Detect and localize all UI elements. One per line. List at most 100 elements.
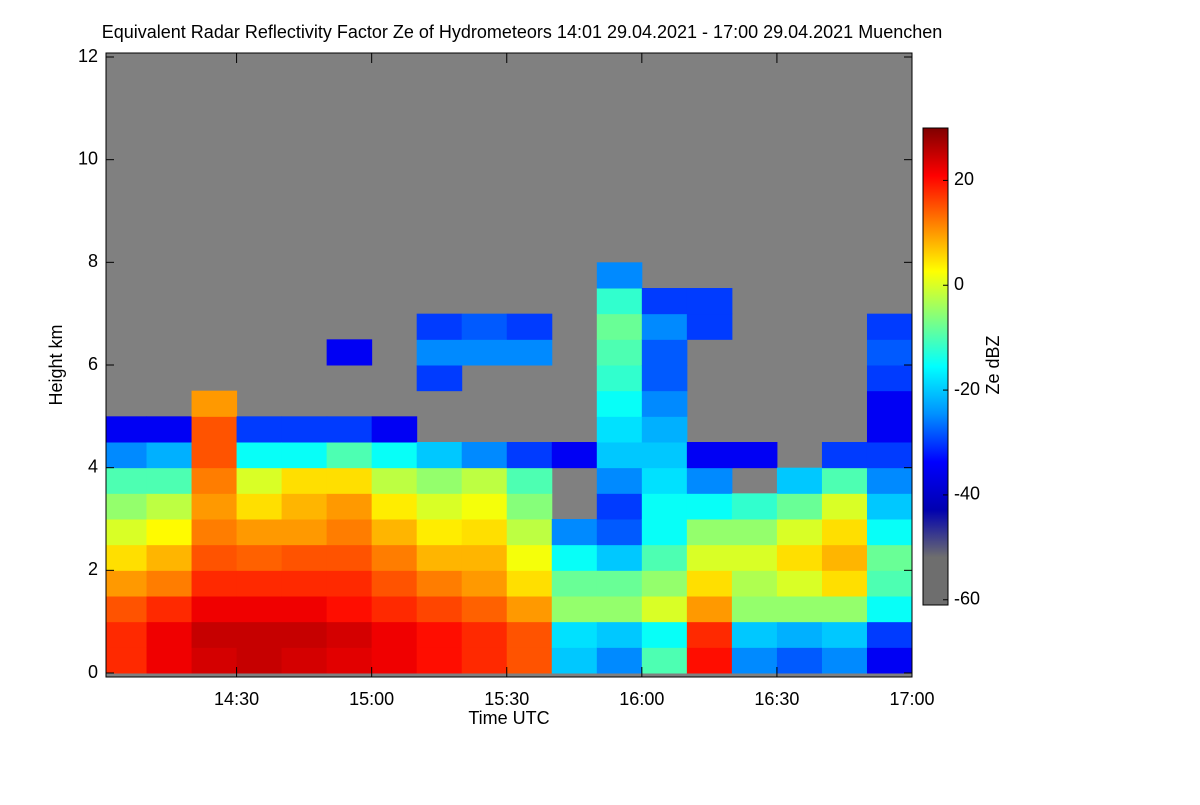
heatmap-cell (326, 442, 373, 469)
heatmap-cell (461, 647, 508, 674)
heatmap-cell (596, 544, 643, 571)
heatmap-cell (191, 519, 238, 546)
heatmap-cell (461, 621, 508, 648)
colorbar-tick-label: 20 (954, 169, 974, 189)
heatmap-cell (191, 416, 238, 443)
heatmap-cell (416, 365, 463, 392)
x-tick-label: 15:30 (484, 689, 529, 709)
heatmap-cell (641, 621, 688, 648)
y-tick-label: 2 (88, 559, 98, 579)
heatmap-cell (596, 647, 643, 674)
heatmap-cell (281, 442, 328, 469)
heatmap-cell (191, 621, 238, 648)
heatmap-cell (416, 493, 463, 520)
heatmap-cell (106, 416, 148, 443)
heatmap-cell (686, 467, 733, 494)
heatmap-cell (146, 416, 193, 443)
heatmap-cell (686, 313, 733, 340)
heatmap-cell (551, 442, 598, 469)
heatmap-cell (146, 467, 193, 494)
heatmap-cell (596, 339, 643, 366)
heatmap-cell (866, 519, 913, 546)
heatmap-cell (236, 467, 283, 494)
heatmap-cell (596, 596, 643, 623)
heatmap-cell (281, 647, 328, 674)
heatmap-cell (191, 544, 238, 571)
heatmap-cell (416, 313, 463, 340)
heatmap-cell (776, 519, 823, 546)
heatmap-cell (596, 262, 643, 289)
heatmap-cell (731, 621, 778, 648)
heatmap-cell (731, 442, 778, 469)
y-tick-label: 8 (88, 251, 98, 271)
heatmap-cell (686, 621, 733, 648)
heatmap-cell (731, 519, 778, 546)
heatmap-cell (821, 570, 868, 597)
heatmap-cell (686, 544, 733, 571)
heatmap-cell (506, 570, 553, 597)
heatmap-cell (506, 339, 553, 366)
heatmap-cell (686, 570, 733, 597)
heatmap-cell (641, 544, 688, 571)
heatmap-cell (776, 570, 823, 597)
heatmap-cell (106, 621, 148, 648)
heatmap-cell (416, 621, 463, 648)
heatmap-cell (416, 544, 463, 571)
heatmap-cell (776, 621, 823, 648)
heatmap-cell (106, 519, 148, 546)
heatmap-cell (461, 467, 508, 494)
heatmap-cell (596, 519, 643, 546)
heatmap-cell (506, 596, 553, 623)
x-tick-label: 16:00 (619, 689, 664, 709)
heatmap-cell (776, 596, 823, 623)
heatmap-cell (641, 647, 688, 674)
heatmap-cell (371, 416, 418, 443)
heatmap-cell (191, 467, 238, 494)
heatmap-cell (506, 493, 553, 520)
heatmap-cell (731, 570, 778, 597)
heatmap-cell (236, 493, 283, 520)
heatmap-cell (776, 544, 823, 571)
heatmap-cell (281, 570, 328, 597)
heatmap-cell (326, 596, 373, 623)
heatmap-cell (866, 416, 913, 443)
heatmap-cell (866, 467, 913, 494)
heatmap-cell (106, 596, 148, 623)
heatmap-cell (236, 570, 283, 597)
heatmap-cell (866, 390, 913, 417)
heatmap-cell (731, 596, 778, 623)
heatmap-cell (416, 570, 463, 597)
heatmap-cell (461, 544, 508, 571)
heatmap-cell (821, 442, 868, 469)
y-tick-label: 10 (78, 148, 98, 168)
heatmap-cell (821, 467, 868, 494)
heatmap-cell (371, 467, 418, 494)
heatmap-cell (866, 442, 913, 469)
heatmap-cell (371, 647, 418, 674)
heatmap-cell (551, 647, 598, 674)
heatmap-cell (866, 570, 913, 597)
heatmap-cell (641, 288, 688, 315)
heatmap-cell (686, 442, 733, 469)
heatmap-cell (146, 647, 193, 674)
heatmap-cell (326, 621, 373, 648)
heatmap-cell (821, 647, 868, 674)
heatmap-cell (506, 621, 553, 648)
heatmap-cell (641, 519, 688, 546)
heatmap-cell (106, 544, 148, 571)
heatmap-cell (461, 493, 508, 520)
heatmap-cell (371, 621, 418, 648)
heatmap-cell (506, 647, 553, 674)
heatmap-cell (731, 647, 778, 674)
heatmap-cell (821, 621, 868, 648)
heatmap-cell (686, 493, 733, 520)
heatmap-cell (866, 339, 913, 366)
heatmap-cell (776, 493, 823, 520)
heatmap-cell (371, 493, 418, 520)
heatmap-cell (236, 416, 283, 443)
heatmap-cell (506, 313, 553, 340)
heatmap-cell (461, 442, 508, 469)
heatmap-cell (551, 621, 598, 648)
heatmap-cell (821, 544, 868, 571)
